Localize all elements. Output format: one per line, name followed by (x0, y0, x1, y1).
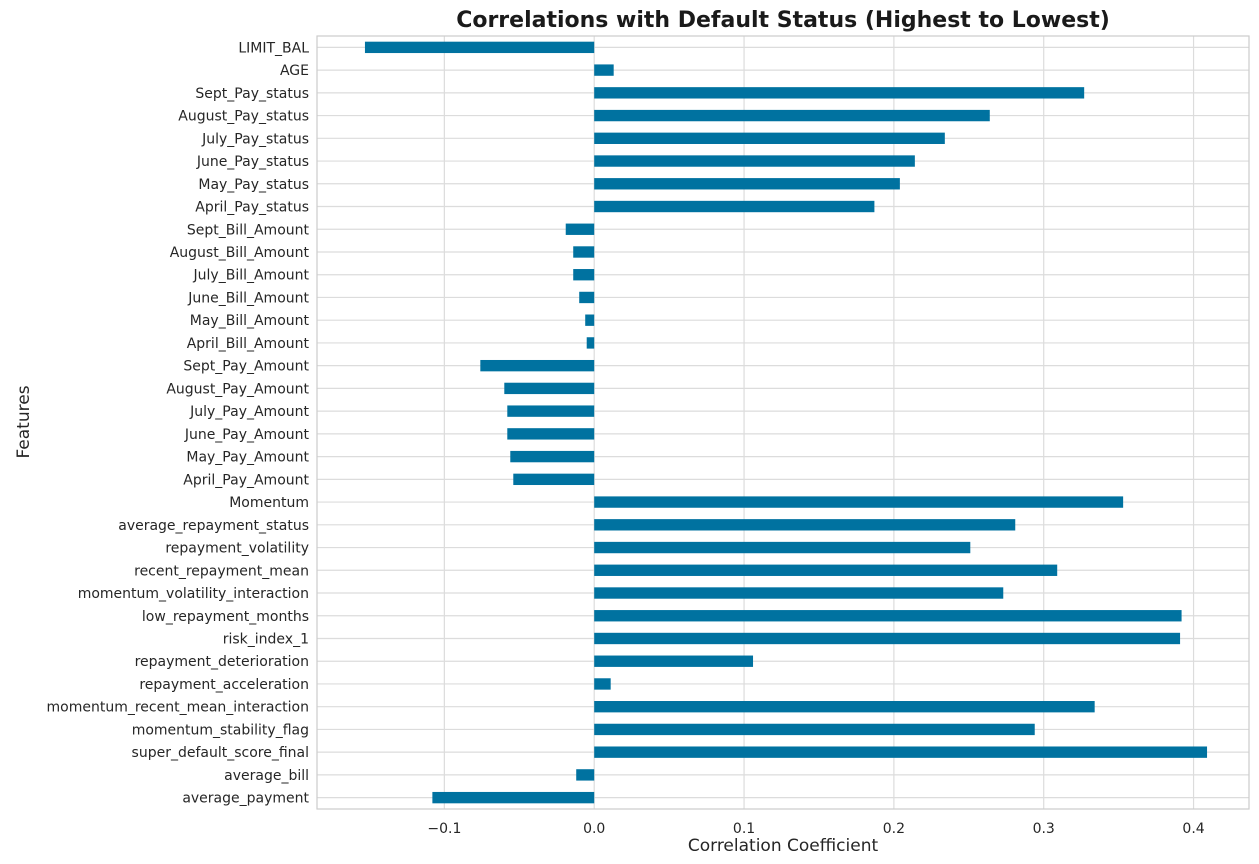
bar (565, 223, 595, 235)
bars (364, 41, 1208, 804)
y-tick-label: risk_index_1 (223, 631, 309, 647)
y-tick-label: July_Bill_Amount (193, 268, 310, 284)
bar (594, 109, 990, 122)
y-tick-label: June_Pay_Amount (184, 427, 310, 443)
y-tick-label: average_repayment_status (118, 518, 309, 534)
bar (513, 473, 595, 486)
bar (579, 291, 595, 304)
bar (594, 541, 971, 554)
y-axis-tick-labels: LIMIT_BAL AGE Sept_Pay_status August_Pay_st… (47, 40, 310, 806)
bar (594, 132, 945, 144)
bar (594, 155, 915, 167)
bar (594, 64, 614, 76)
y-tick-label: repayment_acceleration (139, 677, 309, 693)
x-tick-label: 0.4 (1182, 821, 1204, 837)
bar (594, 496, 1124, 508)
bar (594, 87, 1085, 99)
plot-frame (316, 35, 1250, 810)
bar (586, 337, 595, 349)
y-tick-label: momentum_stability_flag (132, 722, 309, 738)
y-tick-label: April_Bill_Amount (187, 336, 310, 352)
y-tick-label: May_Bill_Amount (190, 313, 310, 329)
y-tick-label: average_bill (224, 768, 309, 784)
y-tick-label: average_payment (182, 791, 309, 807)
bar (576, 769, 595, 781)
y-tick-label: Momentum (229, 495, 309, 511)
bar (594, 678, 611, 690)
y-tick-label: August_Pay_status (178, 109, 309, 125)
y-tick-label: repayment_deterioration (135, 654, 309, 670)
bar (594, 564, 1058, 576)
bar (585, 314, 595, 326)
bar (510, 450, 595, 463)
bar (594, 746, 1208, 758)
y-tick-label: momentum_volatility_interaction (78, 586, 309, 602)
bar (594, 610, 1182, 622)
y-tick-label: May_Pay_Amount (186, 450, 309, 466)
bar (594, 723, 1035, 736)
y-tick-label: Sept_Bill_Amount (187, 222, 310, 238)
bar (594, 587, 1004, 599)
y-tick-label: AGE (280, 63, 309, 79)
y-tick-label: July_Pay_status (201, 131, 309, 147)
y-tick-label: August_Pay_Amount (166, 381, 309, 397)
y-tick-label: April_Pay_status (195, 200, 309, 216)
bar (432, 791, 595, 804)
x-tick-label: 0.3 (1033, 821, 1055, 837)
chart-title: Correlations with Default Status (Highes… (456, 8, 1110, 33)
y-axis-label: Features (14, 385, 34, 458)
y-tick-label: June_Pay_status (196, 154, 309, 170)
x-tick-label: 0.1 (733, 821, 755, 837)
x-axis-tick-labels: −0.1 0.0 0.1 0.2 0.3 0.4 (427, 821, 1204, 837)
bar (364, 41, 595, 54)
y-tick-label: LIMIT_BAL (238, 40, 309, 56)
y-tick-label: repayment_volatility (165, 541, 309, 557)
y-tick-label: momentum_recent_mean_interaction (47, 700, 309, 716)
y-tick-label: Sept_Pay_Amount (183, 359, 309, 375)
bar (594, 178, 900, 190)
bar (507, 428, 595, 440)
x-tick-label: 0.2 (883, 821, 905, 837)
bar (594, 200, 875, 213)
y-tick-label: Sept_Pay_status (195, 86, 309, 102)
y-tick-label: August_Bill_Amount (170, 245, 310, 261)
bar (480, 359, 595, 372)
y-tick-label: July_Pay_Amount (189, 404, 309, 420)
x-tick-label: 0.0 (583, 821, 605, 837)
y-tick-label: low_repayment_months (142, 609, 309, 625)
y-tick-label: June_Bill_Amount (187, 290, 309, 306)
bar (594, 701, 1095, 713)
y-tick-label: May_Pay_status (198, 177, 309, 193)
bar (573, 246, 595, 258)
bar (507, 405, 595, 417)
y-tick-label: April_Pay_Amount (183, 472, 309, 488)
gridlines (317, 36, 1249, 809)
x-axis-label: Correlation Coefficient (688, 836, 879, 856)
y-tick-label: recent_repayment_mean (134, 563, 309, 579)
bar (594, 632, 1181, 645)
x-tick-label: −0.1 (427, 821, 461, 837)
bar (504, 382, 595, 395)
y-tick-label: super_default_score_final (132, 745, 309, 761)
bar (573, 269, 595, 281)
bar (594, 519, 1016, 531)
bar (594, 655, 754, 667)
